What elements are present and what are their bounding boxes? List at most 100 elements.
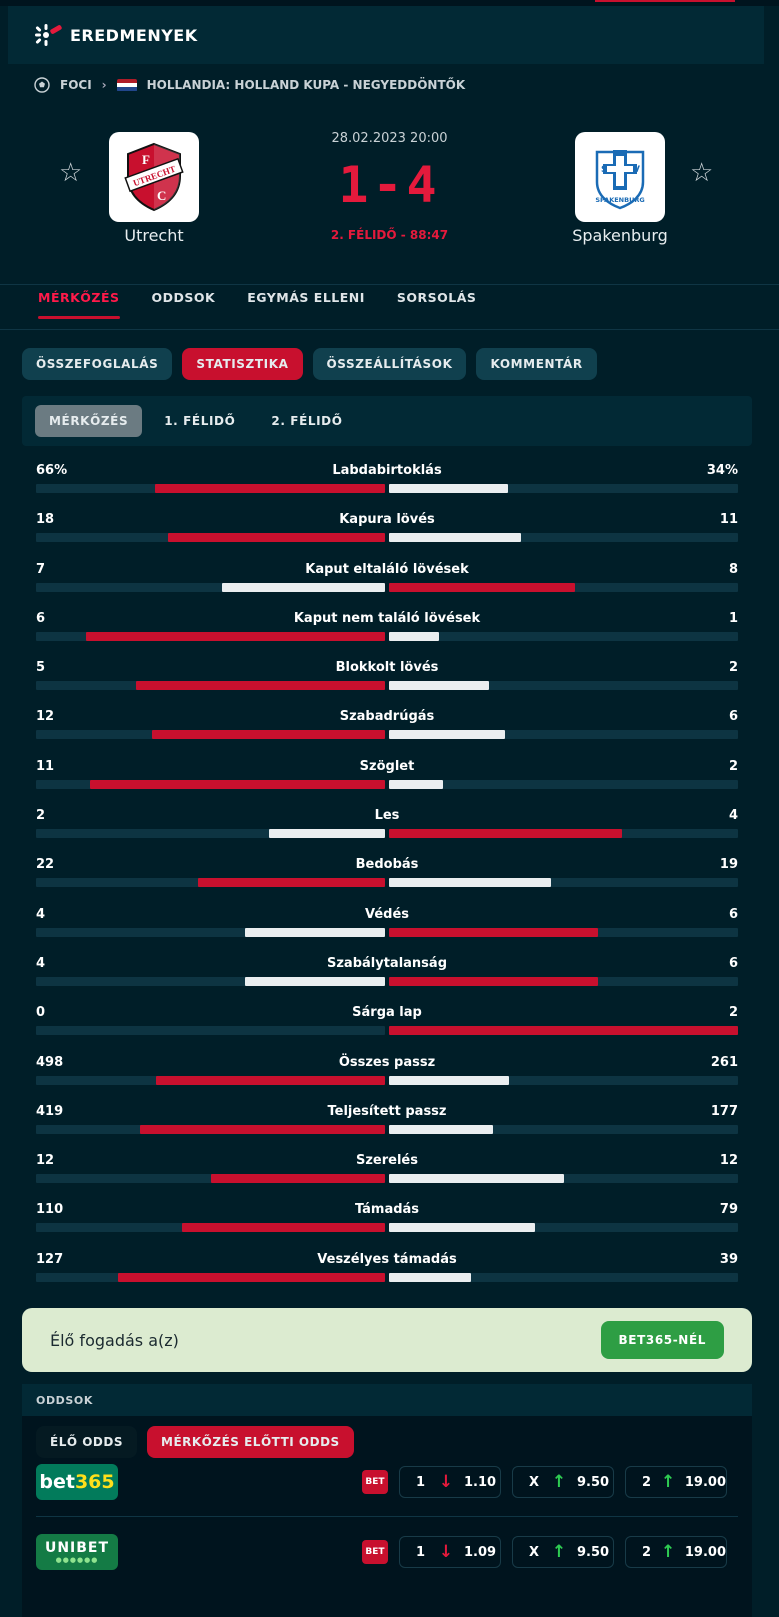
pill-statisztika[interactable]: STATISZTIKA <box>182 348 303 380</box>
pill-kommentar[interactable]: KOMMENTÁR <box>476 348 597 380</box>
stat-label: Kaput eltaláló lövések <box>305 561 469 577</box>
match-score: 1-4 <box>338 156 441 214</box>
favorite-home-star-icon[interactable]: ☆ <box>59 158 83 188</box>
tab-merkozes[interactable]: MÉRKŐZÉS <box>38 290 120 319</box>
brand-bar[interactable]: EREDMENYEK <box>8 6 764 64</box>
top-strip <box>0 0 779 6</box>
stat-away-track <box>389 829 738 839</box>
odds-cell-x[interactable]: X ↑ 9.50 <box>512 1536 614 1568</box>
bet-badge[interactable]: BET <box>362 1540 388 1564</box>
stat-home-bar <box>181 1223 385 1233</box>
stat-home-value: 4 <box>36 906 46 922</box>
section-pills: ÖSSZEFOGLALÁS STATISZTIKA ÖSSZEÁLLÍTÁSOK… <box>22 348 597 380</box>
stat-home-bar <box>210 1174 385 1184</box>
odds-cell-2[interactable]: 2 ↑ 19.00 <box>625 1536 727 1568</box>
stat-home-bar <box>154 484 385 493</box>
tab-sorsolas[interactable]: SORSOLÁS <box>396 290 477 305</box>
stat-row: 4 Védés 6 <box>36 904 738 953</box>
stat-home-bar <box>268 829 385 839</box>
odds-cell-2[interactable]: 2 ↑ 19.00 <box>625 1466 727 1498</box>
stat-away-track <box>389 730 738 740</box>
stat-home-bar <box>245 927 385 937</box>
stat-away-value: 6 <box>728 709 738 725</box>
stat-away-value: 6 <box>728 906 738 922</box>
stat-away-track <box>389 681 738 691</box>
stat-away-track <box>389 582 738 592</box>
stat-away-bar <box>389 1223 535 1233</box>
odds-value: 19.00 <box>684 1474 726 1490</box>
tab-egymas-elleni[interactable]: EGYMÁS ELLENI <box>247 290 365 305</box>
bet365-button[interactable]: BET365-NÉL <box>600 1321 724 1359</box>
stat-away-value: 34% <box>706 463 738 478</box>
bookmaker-logo[interactable]: bet365 <box>36 1464 118 1500</box>
stat-home-bar <box>135 681 385 691</box>
away-team-logo[interactable]: S V SPAKENBURG <box>575 132 665 222</box>
breadcrumb-sport[interactable]: FOCI <box>60 78 92 92</box>
bookmaker-logo[interactable]: UNIBET ●●●●●● <box>36 1534 118 1570</box>
stat-home-track <box>36 484 385 493</box>
match-header: ☆ UTRECHT F C Utrecht 28.02.2023 20:00 1… <box>0 118 779 278</box>
stat-home-value: 18 <box>36 512 55 528</box>
odds-outcome-label: 2 <box>642 1474 652 1490</box>
stat-away-bar <box>389 829 622 839</box>
stat-away-bar <box>389 1075 509 1085</box>
stat-away-track <box>389 927 738 937</box>
odds-cell-x[interactable]: X ↑ 9.50 <box>512 1466 614 1498</box>
stat-label: Sárga lap <box>352 1005 422 1021</box>
breadcrumb-competition[interactable]: HOLLANDIA: HOLLAND KUPA - NEGYEDDÖNTŐK <box>146 78 466 92</box>
stat-home-value: 6 <box>36 610 46 626</box>
stat-row: 4 Szabálytalanság 6 <box>36 953 738 1002</box>
stat-away-track <box>389 631 738 641</box>
home-team-name[interactable]: Utrecht <box>124 226 184 245</box>
period-second-half[interactable]: 2. FÉLIDŐ <box>271 414 343 428</box>
stat-label: Támadás <box>354 1202 420 1218</box>
home-team-logo[interactable]: UTRECHT F C <box>109 132 199 222</box>
odds-value: 1.10 <box>464 1474 497 1490</box>
stat-away-bar <box>389 484 508 493</box>
stat-away-bar <box>389 1124 493 1134</box>
soccer-ball-icon <box>34 77 50 93</box>
stat-home-track <box>36 533 385 543</box>
odds-tab-prematch[interactable]: MÉRKŐZÉS ELŐTTI ODDS <box>147 1426 354 1458</box>
odds-row: bet365 BET 1 ↓ 1.10 X ↑ 9.50 2 ↑ 19.00 <box>22 1447 752 1517</box>
stat-away-track <box>389 1026 738 1036</box>
top-strip-accent <box>595 0 735 2</box>
odds-value: 9.50 <box>577 1544 610 1560</box>
stat-home-value: 2 <box>36 808 46 824</box>
stat-away-track <box>389 1075 738 1085</box>
chevron-right-icon: › <box>101 78 107 92</box>
stat-home-bar <box>168 533 385 543</box>
away-team-name[interactable]: Spakenburg <box>572 226 668 245</box>
bet-badge[interactable]: BET <box>362 1470 388 1494</box>
stat-row: 66% Labdabirtoklás 34% <box>36 460 738 509</box>
stat-row: 110 Támadás 79 <box>36 1199 738 1248</box>
odds-cell-1[interactable]: 1 ↓ 1.09 <box>399 1536 501 1568</box>
stat-home-track <box>36 1174 385 1184</box>
home-logo-letter-f: F <box>142 152 150 167</box>
stat-home-bar <box>156 1075 385 1085</box>
stat-away-bar <box>389 730 506 740</box>
stat-home-bar <box>85 631 385 641</box>
odds-cell-1[interactable]: 1 ↓ 1.10 <box>399 1466 501 1498</box>
stat-label: Védés <box>364 906 410 922</box>
stat-row: 6 Kaput nem találó lövések 1 <box>36 608 738 657</box>
stat-label: Les <box>374 808 400 824</box>
stat-home-value: 127 <box>36 1251 64 1267</box>
pill-osszefoglalas[interactable]: ÖSSZEFOGLALÁS <box>22 348 173 380</box>
brand-name: EREDMENYEK <box>70 25 198 45</box>
period-first-half[interactable]: 1. FÉLIDŐ <box>164 414 236 428</box>
stat-away-track <box>389 779 738 789</box>
pill-osszeallitasok[interactable]: ÖSSZEÁLLÍTÁSOK <box>312 348 467 380</box>
tab-oddsok[interactable]: ODDSOK <box>151 290 216 305</box>
odds-tab-live[interactable]: ÉLŐ ODDS <box>36 1426 137 1458</box>
stat-home-bar <box>89 779 385 789</box>
stat-home-value: 498 <box>36 1054 64 1070</box>
odds-value: 1.09 <box>464 1544 497 1560</box>
stat-row: 12 Szerelés 12 <box>36 1150 738 1199</box>
period-merkozes[interactable]: MÉRKŐZÉS <box>35 405 143 437</box>
stat-row: 22 Bedobás 19 <box>36 854 738 903</box>
utrecht-crest-icon: UTRECHT F C <box>124 142 184 212</box>
favorite-away-star-icon[interactable]: ☆ <box>690 158 714 188</box>
stat-home-value: 4 <box>36 955 46 971</box>
stat-home-value: 419 <box>36 1103 64 1119</box>
